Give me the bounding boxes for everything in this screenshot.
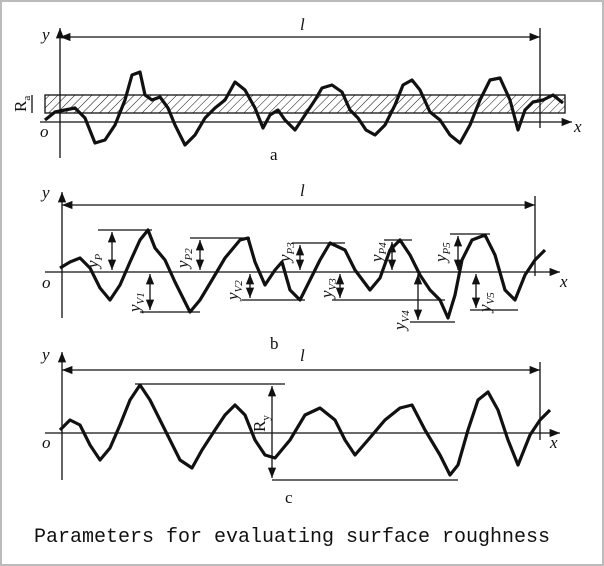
- profile: [58, 383, 552, 477]
- panel-label: b: [270, 334, 279, 353]
- symbol: y: [367, 254, 386, 264]
- x-label: x: [559, 272, 568, 291]
- symbol: R: [250, 420, 269, 432]
- length-label: l: [300, 346, 305, 365]
- x-label: x: [573, 117, 582, 136]
- panel-c: y l x o Ry c: [40, 345, 560, 507]
- ry-label: Ry: [250, 415, 272, 432]
- dimension-label: yV3: [317, 278, 339, 300]
- length-label: l: [300, 15, 305, 34]
- dimension-label: yP2: [173, 248, 195, 270]
- symbol: y: [390, 322, 409, 332]
- dimension-label: yV4: [390, 310, 412, 332]
- caption: Parameters for evaluating surface roughn…: [34, 526, 550, 549]
- origin-label: o: [42, 273, 51, 292]
- subscript: P3: [285, 242, 297, 256]
- subscript: V4: [400, 310, 412, 323]
- y-label: y: [40, 345, 50, 364]
- length-label: l: [300, 181, 305, 200]
- y-label: y: [40, 183, 50, 202]
- dimension-label: yP5: [431, 242, 453, 264]
- subscript: P5: [441, 242, 453, 256]
- subscript: P4: [377, 242, 389, 256]
- subscript: a: [21, 96, 33, 101]
- ra-label: Ra: [11, 96, 33, 112]
- panel-label: a: [270, 145, 278, 164]
- panel-a: y l x o Ra a: [11, 15, 582, 164]
- dimension-label: yV5: [475, 292, 497, 314]
- subscript: y: [260, 415, 272, 421]
- symbol: y: [431, 254, 450, 264]
- origin-label: o: [42, 433, 51, 452]
- symbol: y: [173, 260, 192, 270]
- y-label: y: [40, 25, 50, 44]
- panel-label: c: [285, 488, 293, 507]
- profile: [44, 70, 564, 147]
- subscript: V2: [233, 280, 245, 293]
- x-label: x: [549, 433, 558, 452]
- symbol: y: [223, 292, 242, 302]
- symbol: y: [475, 304, 494, 314]
- origin-label: o: [40, 122, 49, 141]
- symbol: y: [125, 304, 144, 314]
- subscript: V5: [485, 292, 497, 305]
- dimension-label: yP: [83, 253, 105, 270]
- symbol: y: [275, 254, 294, 264]
- subscript: V3: [327, 278, 339, 291]
- dimension-label: yV2: [223, 280, 245, 302]
- subscript: V1: [135, 292, 147, 304]
- dimension-label: yV1: [125, 292, 147, 314]
- subscript: P2: [183, 248, 195, 262]
- dimension-label: yP3: [275, 242, 297, 264]
- subscript: P: [93, 253, 105, 261]
- symbol: y: [83, 260, 102, 270]
- profile: [59, 228, 547, 320]
- symbol: y: [317, 290, 336, 300]
- dimension-label: yP4: [367, 242, 389, 264]
- symbol: R: [11, 100, 30, 112]
